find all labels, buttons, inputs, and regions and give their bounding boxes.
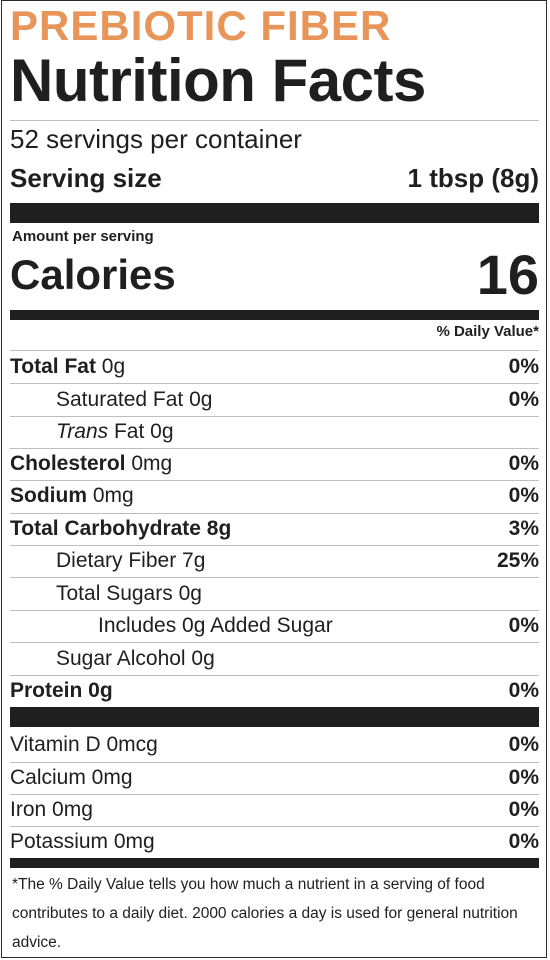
vitamin-dv: 0% [509, 794, 539, 826]
nutrient-row-sodium: Sodium 0mg 0% [10, 480, 539, 512]
nutrient-dv: 0% [509, 675, 539, 707]
nutrient-name: Total Sugars 0g [10, 578, 202, 610]
daily-value-footnote: *The % Daily Value tells you how much a … [12, 870, 537, 957]
calories-label: Calories [10, 244, 176, 306]
nutrient-name: Total Fat [10, 355, 96, 378]
nutrient-row-saturated-fat: Saturated Fat 0g 0% [10, 384, 539, 416]
nutrient-name: Saturated Fat 0g [10, 384, 212, 416]
nutrient-name: Sodium [10, 484, 87, 507]
vitamin-name: Calcium 0mg [10, 762, 133, 794]
vitamin-row-potassium: Potassium 0mg 0% [10, 826, 539, 858]
nutrient-name: Dietary Fiber 7g [10, 545, 205, 577]
vitamin-row-vitamin-d: Vitamin D 0mcg 0% [10, 728, 539, 762]
nutrition-facts-title: Nutrition Facts [10, 46, 426, 116]
nutrient-dv: 3% [509, 513, 539, 545]
nutrient-name: Cholesterol [10, 452, 126, 475]
calories-row: Calories 16 [10, 244, 539, 306]
nutrient-amount: 0mg [126, 452, 173, 475]
servings-per-container: 52 servings per container [10, 122, 302, 156]
nutrient-amount: 8g [201, 517, 231, 540]
nutrient-dv: 0% [509, 384, 539, 416]
nutrient-name-italic: Trans [56, 420, 108, 443]
serving-size-label: Serving size [10, 160, 162, 196]
vitamin-name: Iron 0mg [10, 794, 93, 826]
nutrient-row-total-carbohydrate: Total Carbohydrate 8g 3% [10, 513, 539, 545]
daily-value-header: % Daily Value* [10, 320, 539, 344]
thick-divider [10, 707, 539, 727]
vitamin-dv: 0% [509, 826, 539, 858]
nutrient-dv: 0% [509, 351, 539, 383]
medium-divider [10, 858, 539, 868]
nutrient-row-total-fat: Total Fat 0g 0% [10, 351, 539, 383]
nutrient-name: Total Carbohydrate [10, 517, 201, 540]
nutrient-dv: 0% [509, 480, 539, 512]
nutrient-amount: 0g [96, 355, 125, 378]
vitamin-row-calcium: Calcium 0mg 0% [10, 762, 539, 794]
nutrient-name: Includes 0g Added Sugar [10, 610, 333, 642]
nutrient-row-cholesterol: Cholesterol 0mg 0% [10, 448, 539, 480]
nutrient-row-added-sugar: Includes 0g Added Sugar 0% [10, 610, 539, 642]
nutrient-dv: 0% [509, 610, 539, 642]
calories-value: 16 [477, 244, 539, 306]
nutrient-amount: 0g [82, 679, 112, 702]
nutrient-row-dietary-fiber: Dietary Fiber 7g 25% [10, 545, 539, 577]
thick-divider [10, 203, 539, 223]
nutrient-name: Protein [10, 679, 82, 702]
divider [10, 120, 539, 121]
nutrient-dv: 25% [497, 545, 539, 577]
product-name: PREBIOTIC FIBER [10, 2, 391, 50]
vitamin-name: Potassium 0mg [10, 826, 155, 858]
nutrient-name: Sugar Alcohol 0g [10, 643, 215, 675]
vitamin-dv: 0% [509, 728, 539, 762]
nutrient-row-trans-fat: Trans Fat 0g [10, 416, 539, 448]
vitamin-name: Vitamin D 0mcg [10, 728, 158, 762]
nutrient-name: Fat 0g [108, 420, 173, 443]
medium-divider [10, 310, 539, 320]
nutrient-amount: 0mg [87, 484, 134, 507]
nutrient-row-sugar-alcohol: Sugar Alcohol 0g [10, 643, 539, 675]
vitamin-row-iron: Iron 0mg 0% [10, 794, 539, 826]
nutrient-dv: 0% [509, 448, 539, 480]
serving-size-row: Serving size 1 tbsp (8g) [10, 160, 539, 196]
nutrient-row-protein: Protein 0g 0% [10, 675, 539, 707]
nutrient-row-total-sugars: Total Sugars 0g [10, 578, 539, 610]
serving-size-value: 1 tbsp (8g) [408, 160, 539, 196]
vitamin-dv: 0% [509, 762, 539, 794]
